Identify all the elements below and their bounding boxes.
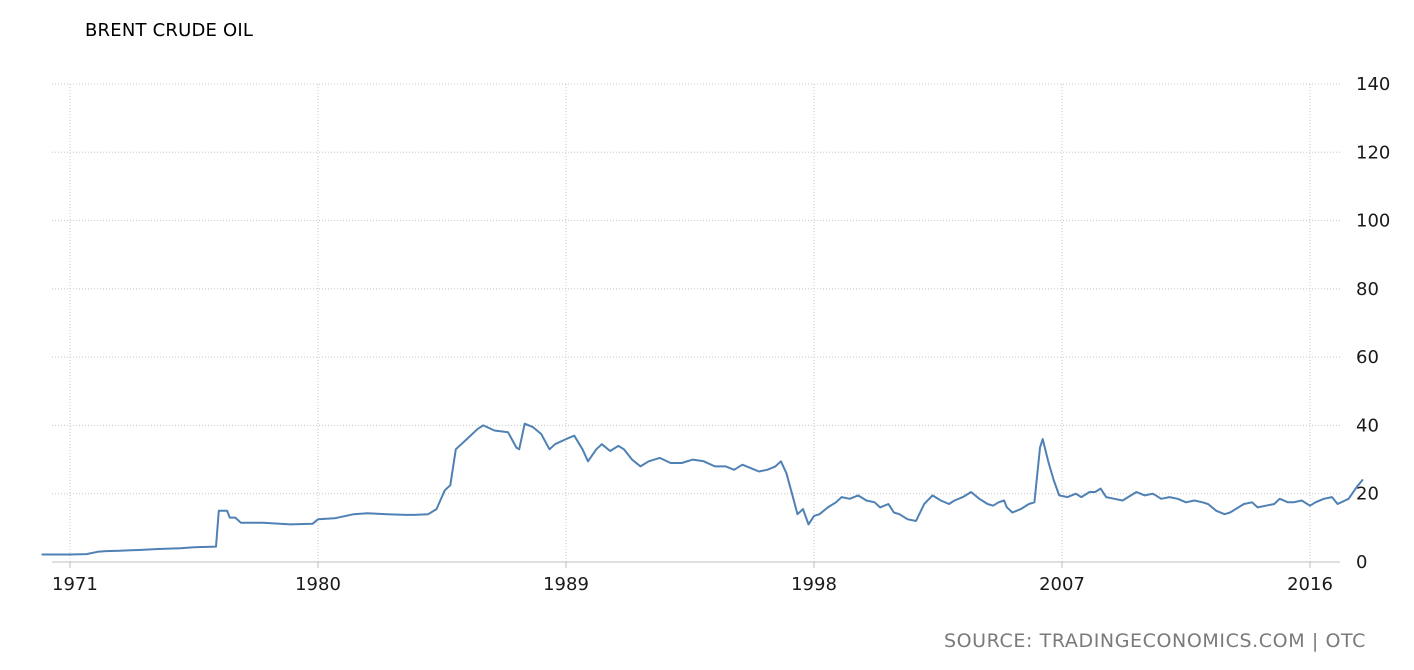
x-tick-label: 1980 xyxy=(295,574,341,595)
y-tick-label: 80 xyxy=(1356,279,1379,300)
x-tick-label: 1989 xyxy=(543,574,589,595)
source-attribution: SOURCE: TRADINGECONOMICS.COM | OTC xyxy=(943,630,1366,652)
y-tick-label: 40 xyxy=(1356,415,1379,436)
chart-title: BRENT CRUDE OIL xyxy=(85,20,254,41)
y-tick-label: 100 xyxy=(1356,211,1390,232)
y-tick-label: 120 xyxy=(1356,142,1390,163)
axes: 0 20 40 60 80 100 120 140 1971 1980 1989 1998 2007 20… xyxy=(52,74,1390,595)
y-tick-label: 60 xyxy=(1356,347,1379,368)
x-tick-label: 2016 xyxy=(1287,574,1333,595)
y-tick-label: 140 xyxy=(1356,74,1390,95)
x-tick-label: 1971 xyxy=(52,574,98,595)
grid-lines xyxy=(52,83,1340,562)
series-line xyxy=(41,422,1364,556)
x-tick-label: 2007 xyxy=(1039,574,1085,595)
y-tick-label: 20 xyxy=(1356,484,1379,505)
y-tick-label: 0 xyxy=(1356,552,1367,573)
x-tick-label: 1998 xyxy=(791,574,837,595)
series-layer xyxy=(41,422,1364,556)
